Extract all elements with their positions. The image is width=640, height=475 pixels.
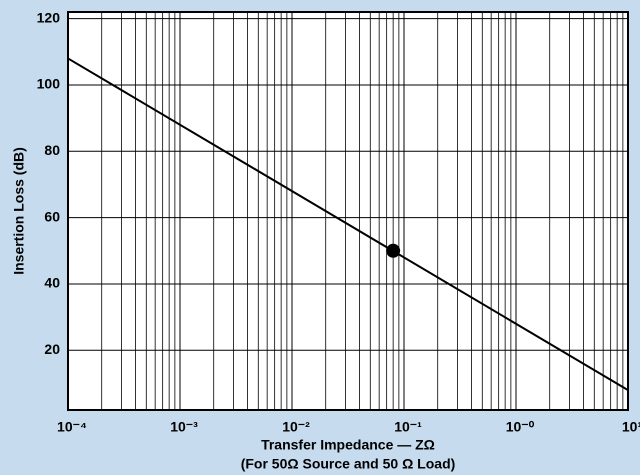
x-axis-label: Transfer Impedance — ZΩ [261, 437, 435, 453]
data-line [67, 57, 629, 391]
y-tick-label: 80 [44, 142, 60, 158]
x-tick-label: 10⁻⁴ [57, 419, 87, 435]
y-tick-label: 100 [37, 76, 61, 92]
x-tick-label: 10⁻³ [170, 419, 198, 435]
x-tick-label: 10⁻⁰ [506, 419, 535, 435]
x-tick-label: 10⁻¹ [394, 419, 422, 435]
data-point [386, 243, 401, 258]
y-tick-label: 60 [44, 208, 60, 224]
plot-frame [67, 11, 629, 411]
x-axis-sublabel: (For 50Ω Source and 50 Ω Load) [241, 456, 456, 472]
plot-area [68, 12, 628, 410]
y-axis-label: Insertion Loss (dB) [11, 147, 27, 275]
x-tick-label: 10⁻² [282, 419, 310, 435]
y-tick-label: 40 [44, 275, 60, 291]
y-tick-label: 20 [44, 341, 60, 357]
x-tick-label: 10¹ [622, 419, 640, 435]
y-tick-label: 120 [37, 9, 61, 25]
